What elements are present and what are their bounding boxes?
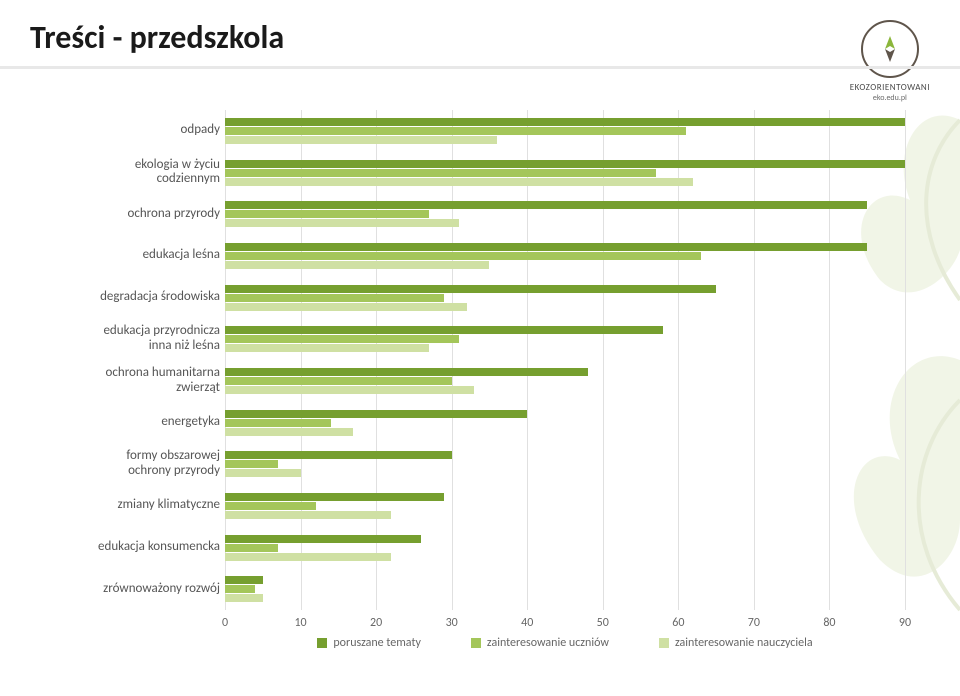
brand-logo: EKOZORIENTOWANI eko.edu.pl [850,20,930,103]
bar [225,460,278,468]
bar [225,377,452,385]
legend-label: zainteresowanie nauczyciela [675,636,813,650]
bar [225,553,391,561]
bar [225,335,459,343]
x-tick-label: 10 [294,616,306,630]
legend-item: zainteresowanie nauczyciela [659,636,813,650]
bar [225,419,331,427]
legend-label: poruszane tematy [333,636,421,650]
bar [225,544,278,552]
gridline [905,110,906,610]
category-label: odpady [30,123,220,138]
x-tick-label: 30 [446,616,458,630]
bar [225,386,474,394]
compass-icon [861,20,919,78]
bar [225,594,263,602]
x-tick-label: 80 [823,616,835,630]
bar [225,576,263,584]
category-label: degradacja środowiska [30,290,220,305]
category-label: edukacja leśna [30,248,220,263]
category-label: ochrona przyrody [30,207,220,222]
bar [225,294,444,302]
bar [225,368,588,376]
legend-swatch [471,638,481,648]
bar [225,285,716,293]
chart: odpady ekologia w życiucodziennym ochrona … [30,110,930,660]
x-tick-label: 60 [672,616,684,630]
bar [225,502,316,510]
bar [225,169,656,177]
brand-name: EKOZORIENTOWANI [850,82,930,93]
bar [225,344,429,352]
brand-url: eko.edu.pl [850,93,930,103]
bar [225,219,459,227]
legend-item: poruszane tematy [317,636,421,650]
bar [225,210,429,218]
bar [225,118,905,126]
gridline [829,110,830,610]
bar [225,178,693,186]
legend: poruszane tematy zainteresowanie uczniów z… [225,636,905,650]
page: EKOZORIENTOWANI eko.edu.pl Treści - prze… [0,0,960,696]
category-label: edukacja konsumencka [30,540,220,555]
plot-area [225,110,905,610]
x-tick-label: 70 [748,616,760,630]
category-label: ekologia w życiucodziennym [30,158,220,188]
bar [225,451,452,459]
category-label: zrównoważony rozwój [30,582,220,597]
page-title: Treści - przedszkola [30,18,284,57]
gridline [754,110,755,610]
x-tick-label: 90 [899,616,911,630]
bar [225,535,421,543]
bar [225,160,905,168]
header-divider [0,66,960,69]
category-label: formy obszarowejochrony przyrody [30,449,220,479]
bar [225,201,867,209]
bar [225,261,489,269]
bar [225,127,686,135]
x-tick-label: 20 [370,616,382,630]
category-label: edukacja przyrodniczainna niż leśna [30,324,220,354]
bar [225,303,467,311]
category-label: ochrona humanitarnazwierząt [30,366,220,396]
legend-swatch [659,638,669,648]
x-tick-label: 0 [222,616,228,630]
bar [225,585,255,593]
category-label: energetyka [30,415,220,430]
legend-item: zainteresowanie uczniów [471,636,609,650]
bar [225,511,391,519]
bar [225,243,867,251]
y-axis-labels: odpady ekologia w życiucodziennym ochrona … [30,110,220,610]
bar [225,326,663,334]
bar [225,469,301,477]
bar [225,136,497,144]
x-tick-label: 40 [521,616,533,630]
x-tick-label: 50 [597,616,609,630]
legend-label: zainteresowanie uczniów [487,636,609,650]
bar [225,493,444,501]
bar [225,252,701,260]
bar [225,428,353,436]
category-label: zmiany klimatyczne [30,498,220,513]
bar [225,410,527,418]
legend-swatch [317,638,327,648]
